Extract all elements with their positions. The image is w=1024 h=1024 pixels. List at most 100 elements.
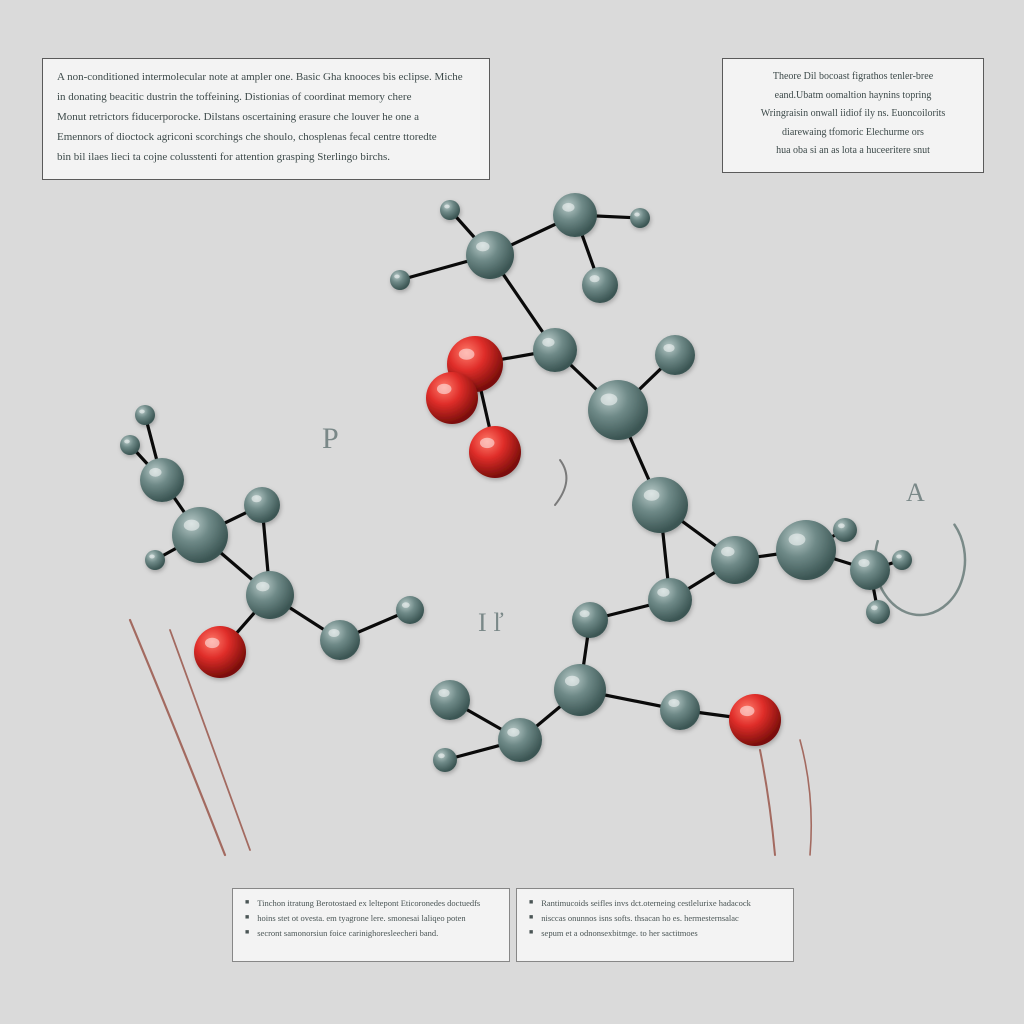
bond (162, 480, 200, 535)
bond (580, 690, 680, 710)
label-a: A (906, 478, 925, 508)
description-line: hua oba si an as lota a huceeritere snut (737, 143, 969, 159)
atom-carbon (246, 571, 294, 619)
bond (200, 505, 262, 535)
bond (575, 215, 600, 285)
motion-arc (875, 525, 965, 615)
motion-arc (555, 460, 566, 505)
bond (870, 560, 902, 570)
bond (340, 610, 410, 640)
description-box-top-left: A non-conditioned intermolecular note at… (42, 58, 490, 180)
bond (680, 710, 755, 720)
motion-arc (130, 620, 225, 855)
description-box-top-right: Theore Dil bocoast figrathos tenler-bree… (722, 58, 984, 173)
atom-carbon (553, 193, 597, 237)
atom-carbon (776, 520, 836, 580)
bond (490, 255, 555, 350)
bond (450, 210, 490, 255)
atom-carbon (866, 600, 890, 624)
description-line: Theore Dil bocoast figrathos tenler-bree (737, 69, 969, 85)
label-i: I ľ (478, 608, 504, 638)
bond (590, 600, 670, 620)
bond (618, 355, 675, 410)
bond (575, 215, 640, 218)
atom-carbon (892, 550, 912, 570)
bond (660, 505, 735, 560)
description-line: in donating beacitic dustrin the toffein… (57, 89, 475, 106)
atom-oxygen (729, 694, 781, 746)
atom-carbon (533, 328, 577, 372)
label-p: P (322, 422, 339, 456)
bond (618, 410, 660, 505)
atom-carbon (655, 335, 695, 375)
bond (400, 255, 490, 280)
atom-carbon (145, 550, 165, 570)
atom-carbon (554, 664, 606, 716)
bond (520, 690, 580, 740)
bond (660, 505, 670, 600)
bond (670, 560, 735, 600)
caption-box-bottom-right: ■Rantimucoids seifles invs dct.oterneing… (516, 888, 794, 962)
motion-arc (170, 630, 250, 850)
atom-carbon (466, 231, 514, 279)
atom-carbon (244, 487, 280, 523)
atom-oxygen (194, 626, 246, 678)
atom-carbon (440, 200, 460, 220)
atom-carbon (140, 458, 184, 502)
bond (445, 740, 520, 760)
bond (580, 620, 590, 690)
atom-oxygen (469, 426, 521, 478)
bond (262, 505, 270, 595)
description-line: eand.Ubatm oomaltion haynins topring (737, 88, 969, 104)
bond (870, 570, 878, 612)
description-line: Emennors of dioctock agriconi scorchings… (57, 129, 475, 146)
bond (475, 350, 555, 364)
atom-carbon (648, 578, 692, 622)
atom-oxygen (426, 372, 478, 424)
bond (806, 530, 845, 550)
description-line: Monut retrictors fiducerporocke. Dilstan… (57, 109, 475, 126)
bond (200, 535, 270, 595)
caption-line: ■nisccas onunnos isns softs. thsacan ho … (529, 912, 781, 925)
atom-carbon (135, 405, 155, 425)
bond (475, 364, 495, 452)
caption-line: ■secront samonorsiun foice carinighoresl… (245, 927, 497, 940)
caption-line: ■sepum et a odnonsexbitmge. to her sacti… (529, 927, 781, 940)
bond (555, 350, 618, 410)
atom-carbon (172, 507, 228, 563)
atom-carbon (396, 596, 424, 624)
bond (220, 595, 270, 652)
atom-carbon (833, 518, 857, 542)
motion-arc (800, 740, 811, 855)
bond (145, 415, 162, 480)
caption-line: ■Tinchon itratung Berotostaed ex leltepo… (245, 897, 497, 910)
atom-carbon (850, 550, 890, 590)
description-line: diarewaing tfomoric Elechurme ors (737, 125, 969, 141)
atom-carbon (390, 270, 410, 290)
bond (270, 595, 340, 640)
atom-carbon (660, 690, 700, 730)
description-line: Wringraisin onwall iidiof ily ns. Euonco… (737, 106, 969, 122)
bond (490, 215, 575, 255)
bond (735, 550, 806, 560)
motion-arc (760, 750, 775, 855)
atom-carbon (430, 680, 470, 720)
atom-carbon (320, 620, 360, 660)
caption-line: ■hoins stet ot ovesta. em tyagrone lere.… (245, 912, 497, 925)
atom-carbon (582, 267, 618, 303)
atom-carbon (498, 718, 542, 762)
atom-oxygen (447, 336, 503, 392)
atom-carbon (632, 477, 688, 533)
atom-carbon (588, 380, 648, 440)
description-line: bin bil ilaes lieci ta cojne colusstenti… (57, 149, 475, 166)
atom-carbon (572, 602, 608, 638)
caption-line: ■Rantimucoids seifles invs dct.oterneing… (529, 897, 781, 910)
bond (450, 700, 520, 740)
atom-carbon (630, 208, 650, 228)
bond (806, 550, 870, 570)
atom-carbon (711, 536, 759, 584)
bond (130, 445, 162, 480)
bond (155, 535, 200, 560)
atom-carbon (433, 748, 457, 772)
description-line: A non-conditioned intermolecular note at… (57, 69, 475, 86)
